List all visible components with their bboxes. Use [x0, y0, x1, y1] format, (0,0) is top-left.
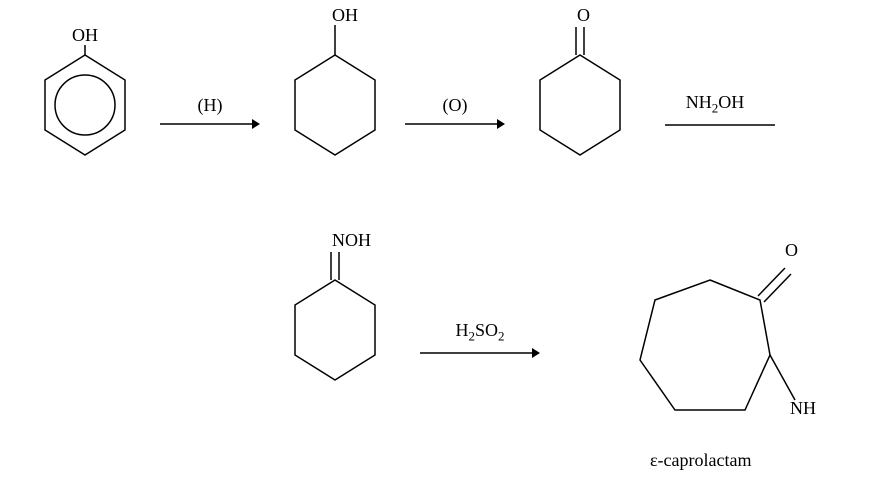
- arrow-oxidation: (O): [405, 95, 505, 130]
- arrow-icon: [405, 118, 505, 130]
- caprolactam-caption: ε-caprolactam: [650, 450, 752, 471]
- arrow-hydrogenation: (H): [160, 95, 260, 130]
- arrow-icon: [420, 347, 540, 359]
- arrow-icon: [160, 118, 260, 130]
- oxime-noh-label: NOH: [332, 230, 371, 251]
- cyclohexanol-oh-label: OH: [332, 5, 358, 26]
- arrow2-label: (O): [443, 95, 468, 116]
- phenol-oh-label: OH: [72, 25, 98, 46]
- cyclohexanone-o-label: O: [577, 5, 590, 26]
- arrow1-label: (H): [198, 95, 223, 116]
- arrow-icon: [655, 119, 775, 131]
- arrow-hydroxylamine: NH2OH: [655, 92, 775, 131]
- arrow-beckmann: H2SO2: [420, 320, 540, 359]
- arrow4-label: H2SO2: [455, 320, 504, 345]
- arrow3-label: NH2OH: [686, 92, 745, 117]
